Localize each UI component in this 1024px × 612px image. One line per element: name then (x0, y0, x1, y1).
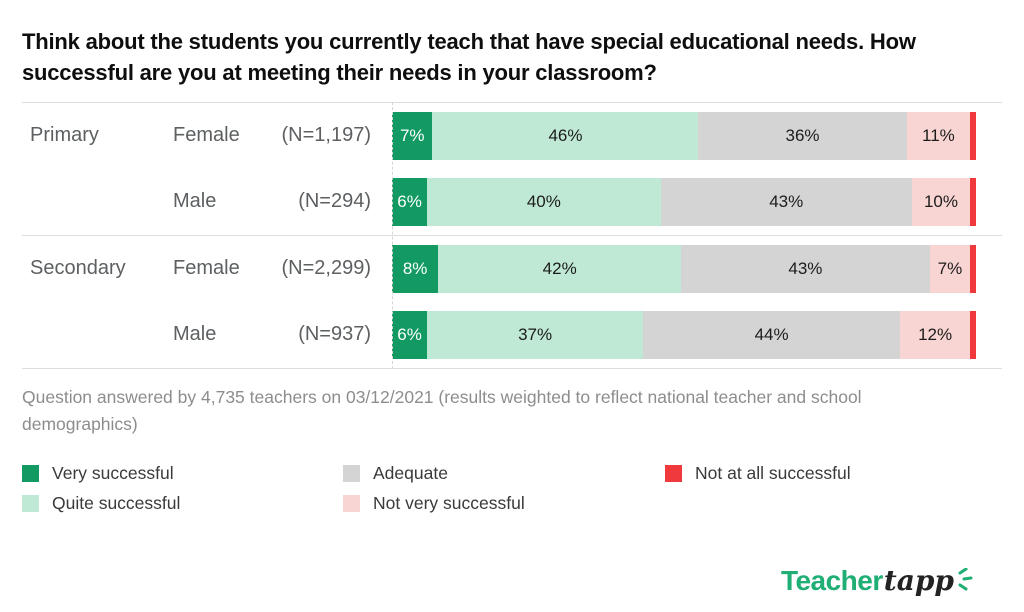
bar-secondary-male: 6% 37% 44% 12% (392, 310, 976, 359)
legend-label: Very successful (52, 463, 174, 484)
legend-swatch-not-at-all-successful (665, 465, 682, 483)
legend-swatch-quite-successful (22, 495, 39, 513)
bar-segment-not-at-all-successful (970, 310, 976, 359)
stacked-bar-chart: Primary Female (N=1,197) 7% 46% 36% 11% Mal… (22, 101, 1002, 369)
table-row: Male (N=294) 6% 40% 43% 10% (22, 169, 1002, 235)
bar-secondary-female: 8% 42% 43% 7% (392, 244, 976, 293)
segment-value-label: 8% (402, 258, 428, 278)
legend-item-adequate: Adequate (343, 463, 665, 484)
legend-item-quite-successful: Quite successful (22, 493, 343, 514)
bar-segment-not-very-successful: 12% (900, 310, 971, 359)
segment-value-label: 7% (937, 258, 963, 278)
bar-segment-not-very-successful: 10% (911, 177, 971, 226)
footnote: Question answered by 4,735 teachers on 0… (22, 386, 862, 434)
group-secondary: Secondary Female (N=2,299) 8% 42% 43% 7% Ma… (22, 234, 1002, 369)
legend-label: Not very successful (373, 493, 525, 514)
legend-label: Quite successful (52, 493, 181, 514)
segment-value-label: 12% (918, 324, 953, 344)
bar-primary-male: 6% 40% 43% 10% (392, 177, 976, 226)
bar-segment-not-very-successful: 11% (906, 111, 971, 160)
sample-size-label: (N=1,197) (281, 124, 372, 147)
segment-value-label: 46% (548, 125, 583, 145)
legend: Very successful Quite successful Adequat… (22, 459, 1002, 519)
teacher-tapp-logo: Teacher tapp (781, 564, 974, 597)
bar-segment-not-at-all-successful (970, 177, 976, 226)
bar-segment-quite-successful: 46% (432, 111, 699, 160)
bar-segment-very-successful: 6% (392, 177, 428, 226)
logo-text-teacher: Teacher (780, 565, 883, 596)
sparkle-icon (956, 567, 974, 597)
segment-value-label: 37% (518, 324, 553, 344)
group-primary: Primary Female (N=1,197) 7% 46% 36% 11% Mal… (22, 101, 1002, 235)
sample-size-label: (N=2,299) (281, 257, 372, 280)
segment-value-label: 7% (399, 125, 425, 145)
segment-value-label: 6% (397, 191, 422, 211)
table-row: Secondary Female (N=2,299) 8% 42% 43% 7% (22, 236, 1002, 302)
bar-segment-very-successful: 8% (392, 244, 439, 293)
legend-item-not-very-successful: Not very successful (343, 493, 665, 514)
page-title: Think about the students you currently t… (22, 29, 916, 85)
bar-segment-adequate: 44% (643, 310, 901, 359)
bar-segment-not-at-all-successful (970, 111, 976, 160)
bar-segment-not-very-successful: 7% (929, 244, 971, 293)
bar-primary-female: 7% 46% 36% 11% (392, 111, 976, 160)
segment-value-label: 10% (923, 191, 958, 211)
legend-swatch-adequate (343, 465, 360, 483)
segment-value-label: 44% (754, 324, 789, 344)
group-label-primary: Primary (30, 124, 99, 147)
bar-segment-quite-successful: 40% (427, 177, 661, 226)
sample-size-label: (N=937) (298, 323, 371, 346)
bar-segment-very-successful: 7% (392, 111, 433, 160)
legend-label: Adequate (373, 463, 448, 484)
gender-label: Male (173, 190, 217, 213)
bar-segment-adequate: 43% (681, 244, 930, 293)
segment-value-label: 6% (397, 324, 422, 344)
legend-label: Not at all successful (695, 463, 851, 484)
gender-label: Male (173, 323, 217, 346)
bar-segment-adequate: 36% (698, 111, 907, 160)
legend-item-very-successful: Very successful (22, 463, 343, 484)
segment-value-label: 36% (785, 125, 820, 145)
legend-item-not-at-all-successful: Not at all successful (665, 463, 1002, 484)
bar-segment-adequate: 43% (660, 177, 912, 226)
bar-segment-not-at-all-successful (970, 244, 976, 293)
bar-segment-quite-successful: 37% (427, 310, 644, 359)
segment-value-label: 43% (769, 191, 804, 211)
group-label-secondary: Secondary (30, 257, 126, 280)
segment-value-label: 40% (526, 191, 561, 211)
logo-text-tapp: tapp (883, 564, 954, 597)
bar-segment-quite-successful: 42% (438, 244, 682, 293)
gender-label: Female (173, 124, 240, 147)
table-row: Primary Female (N=1,197) 7% 46% 36% 11% (22, 103, 1002, 169)
segment-value-label: 42% (542, 258, 577, 278)
segment-value-label: 43% (788, 258, 823, 278)
bar-segment-very-successful: 6% (392, 310, 428, 359)
gender-label: Female (173, 257, 240, 280)
sample-size-label: (N=294) (298, 190, 371, 213)
segment-value-label: 11% (922, 125, 955, 145)
legend-swatch-very-successful (22, 465, 39, 483)
table-row: Male (N=937) 6% 37% 44% 12% (22, 302, 1002, 368)
legend-swatch-not-very-successful (343, 495, 360, 513)
